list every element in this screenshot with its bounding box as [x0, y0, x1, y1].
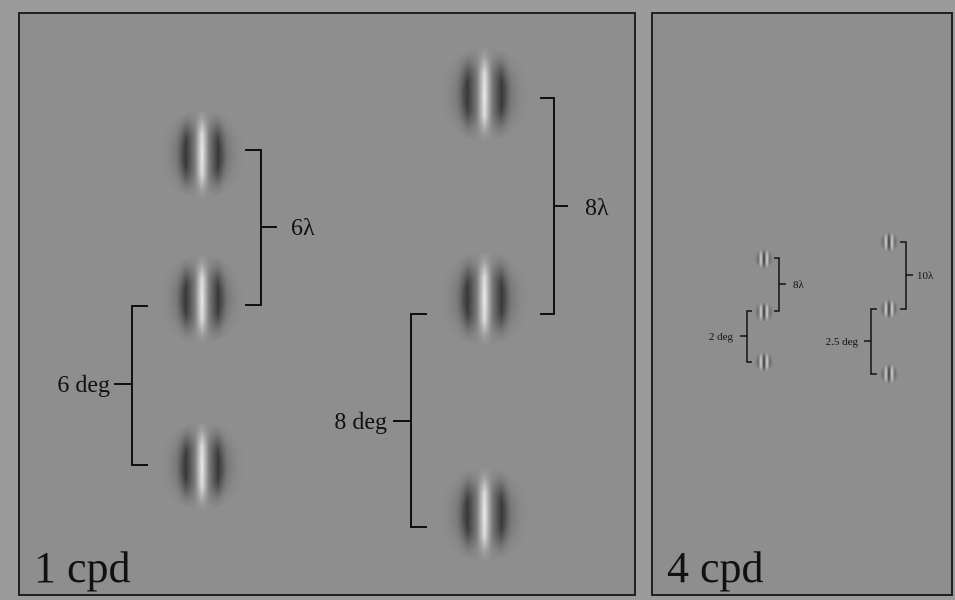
panel-1cpd-figure: 6λ 6 deg 8λ 8 deg	[57, 47, 609, 562]
gabor-patch	[879, 299, 899, 319]
gabor-patch	[879, 364, 899, 384]
gabor-patch	[754, 352, 774, 372]
bracket-6lambda	[245, 149, 277, 306]
panel-1cpd: 6λ 6 deg 8λ 8 deg 1 cpd	[18, 12, 636, 596]
bracket-8lambda-4cpd	[774, 257, 786, 312]
gabor-patch	[879, 232, 899, 252]
label-10lambda: 10λ	[917, 270, 934, 282]
gabor-patch	[437, 467, 532, 562]
panel-4cpd: 8λ 2 deg 10λ 2.5 deg 4 cpd	[651, 12, 953, 596]
panel-label-1cpd: 1 cpd	[34, 543, 131, 592]
gabor-patch	[437, 251, 532, 346]
label-6deg: 6 deg	[57, 372, 110, 398]
gabor-patch	[437, 47, 532, 142]
bracket-8deg	[393, 313, 427, 528]
panel-label-4cpd: 4 cpd	[667, 543, 764, 592]
gabor-patch	[754, 302, 774, 322]
bracket-2deg	[740, 310, 752, 363]
gabor-patch	[157, 421, 247, 511]
label-8lambda-4cpd: 8λ	[793, 279, 805, 291]
gabor-patch	[754, 249, 774, 269]
gabor-patch	[157, 254, 247, 344]
gabor-patch	[157, 109, 247, 199]
panel-4cpd-figure: 8λ 2 deg 10λ 2.5 deg	[709, 232, 934, 384]
bracket-8lambda	[540, 97, 568, 315]
bracket-6deg	[114, 305, 148, 466]
label-2deg: 2 deg	[709, 331, 734, 343]
bracket-10lambda	[900, 241, 913, 310]
label-8lambda: 8λ	[585, 195, 609, 221]
bracket-2.5deg	[864, 308, 877, 375]
label-2.5deg: 2.5 deg	[826, 336, 859, 348]
label-8deg: 8 deg	[334, 409, 387, 435]
label-6lambda: 6λ	[291, 215, 315, 241]
